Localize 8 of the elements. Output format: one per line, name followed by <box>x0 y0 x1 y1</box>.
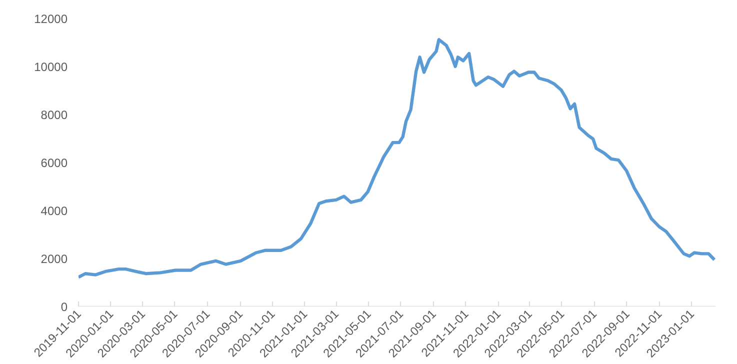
y-tick-label: 12000 <box>34 12 68 26</box>
y-tick-label: 4000 <box>40 204 68 218</box>
y-tick-label: 10000 <box>34 60 68 74</box>
y-tick-label: 8000 <box>40 108 68 122</box>
y-tick-label: 6000 <box>40 156 68 170</box>
y-tick-label: 0 <box>60 300 68 314</box>
line-series <box>78 38 716 279</box>
y-tick-label: 2000 <box>40 252 68 266</box>
